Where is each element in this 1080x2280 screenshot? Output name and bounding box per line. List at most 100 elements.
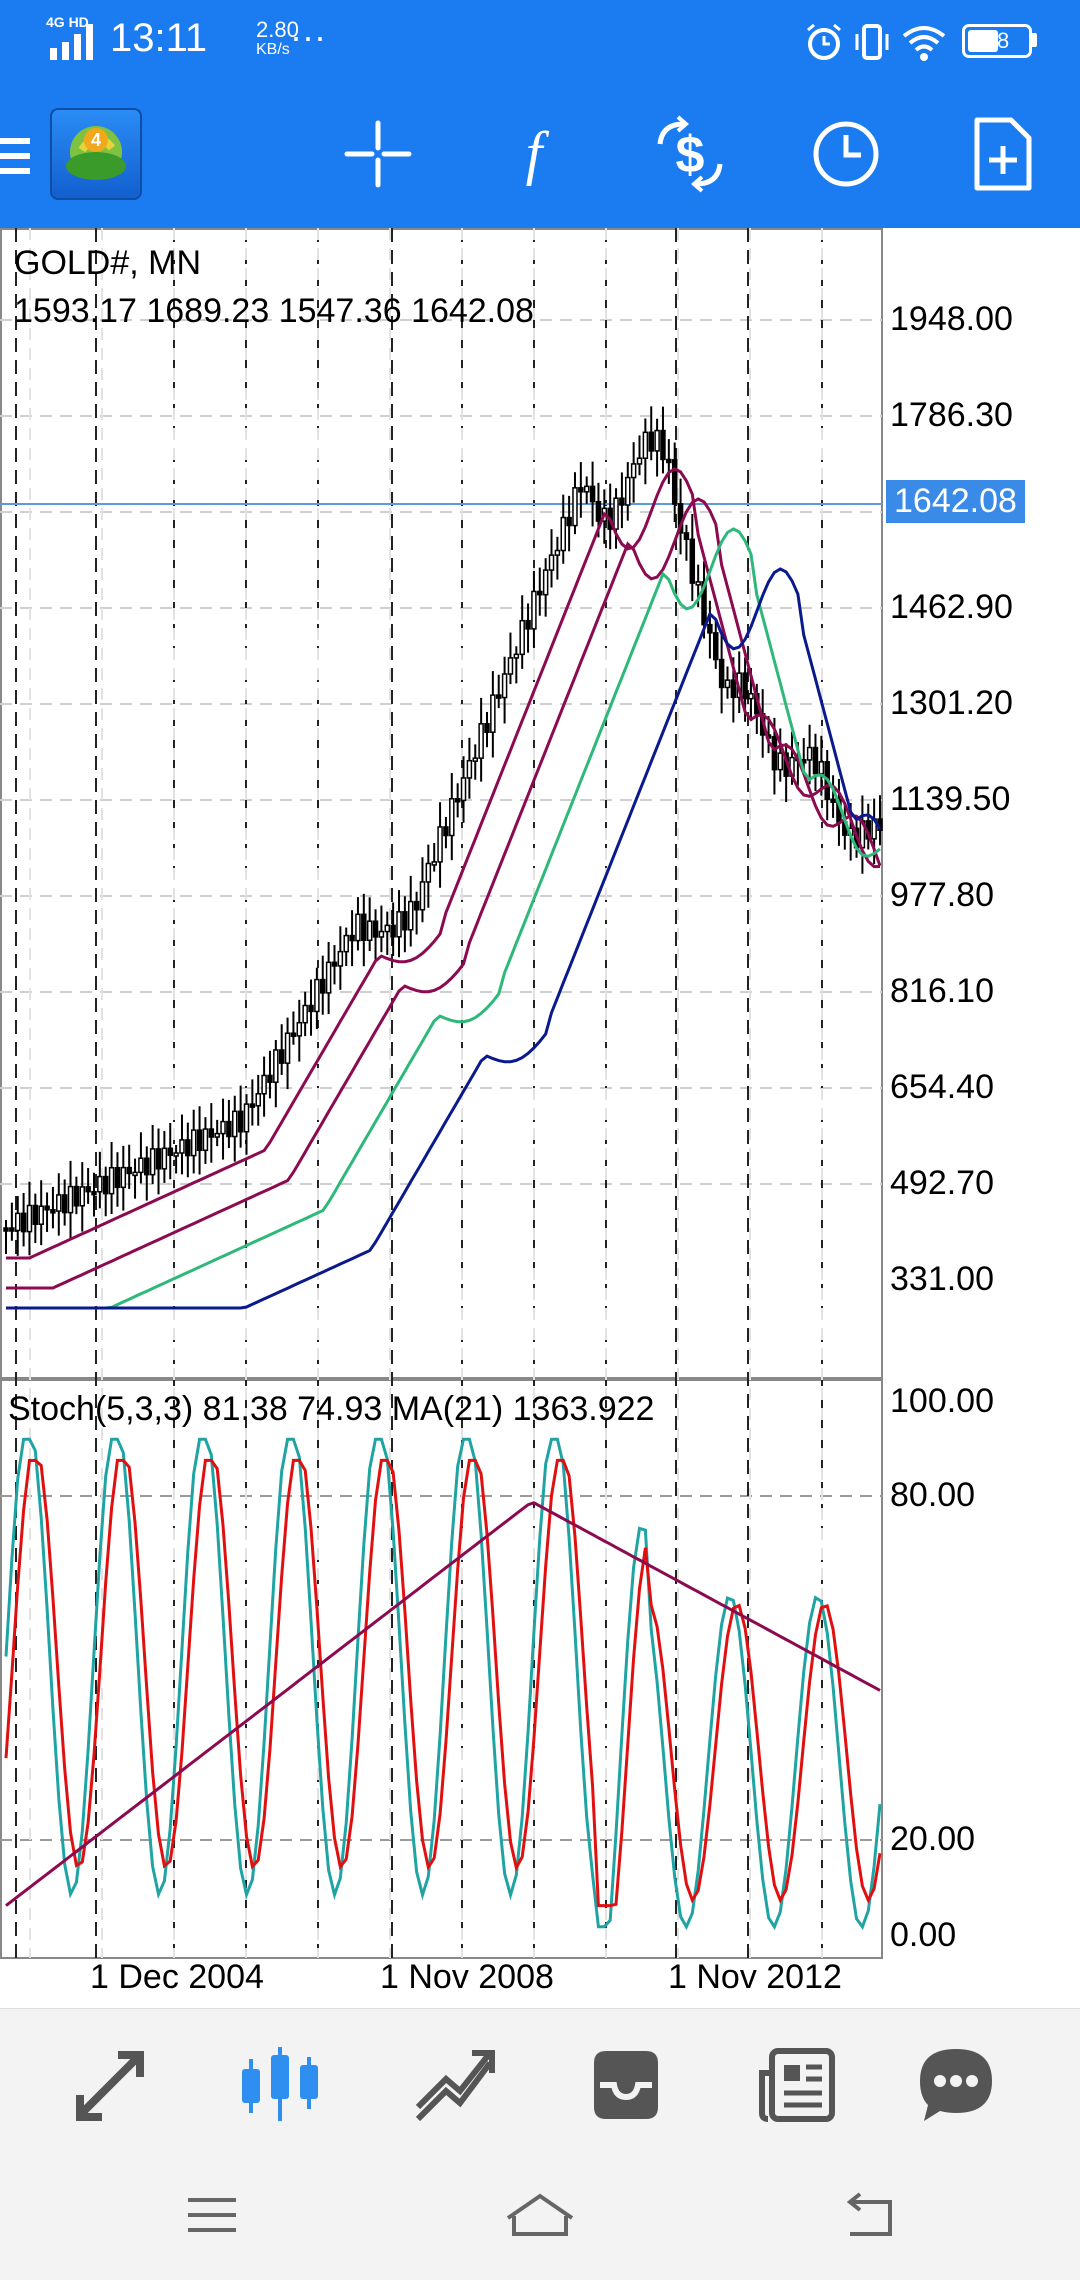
candle-body [472, 757, 479, 762]
candle-body [718, 658, 725, 689]
candle-body [583, 485, 590, 493]
price-tick: 331.00 [890, 1260, 994, 1298]
price-tick: 977.80 [890, 876, 994, 914]
home-icon[interactable] [500, 2180, 580, 2250]
candle-body [361, 913, 367, 942]
ma-fast-line [6, 467, 881, 1260]
signal-icon [50, 24, 93, 60]
chart-icon[interactable] [238, 2043, 322, 2127]
dollar-arrows-icon[interactable]: $ [644, 108, 736, 200]
hamburger-icon[interactable] [0, 138, 30, 178]
candle-body [366, 920, 373, 942]
candle-body [443, 826, 449, 837]
candle-body [407, 900, 414, 931]
candle-body [97, 1175, 103, 1193]
candle-body [777, 752, 784, 771]
candle-body [449, 798, 455, 837]
candle-body [196, 1129, 203, 1152]
price-chart[interactable] [0, 228, 1080, 2008]
candle-body [302, 1004, 308, 1024]
quotes-icon[interactable] [68, 2043, 152, 2127]
candle-body [138, 1157, 144, 1174]
candle-body [413, 900, 420, 911]
candle-body [91, 1190, 97, 1196]
candle-body [50, 1209, 56, 1214]
stoch-signal-line [4, 1458, 882, 1908]
chart-toolbar: 4 f $ [0, 80, 1080, 228]
candle-body [44, 1205, 50, 1211]
candle-body [437, 826, 443, 863]
back-icon[interactable] [830, 2180, 910, 2250]
add-document-icon[interactable] [956, 108, 1048, 200]
candle-body [202, 1128, 209, 1152]
candle-body [454, 798, 461, 803]
candle-body [249, 1103, 256, 1108]
function-icon[interactable]: f [488, 108, 580, 200]
candle-body [149, 1148, 156, 1176]
candle-body [384, 924, 391, 933]
alarm-icon [807, 23, 841, 60]
ma-mid-line [6, 527, 881, 1310]
candle-body [572, 487, 578, 527]
candle-body [273, 1049, 279, 1083]
candle-body [501, 673, 508, 699]
candle-body [32, 1204, 39, 1225]
battery-tip [1032, 33, 1037, 47]
messages-icon[interactable] [914, 2043, 998, 2127]
candle-body [61, 1194, 68, 1214]
more-notifications: ··· [290, 16, 326, 57]
candle-body [267, 1074, 273, 1083]
candle-body [343, 934, 349, 953]
candle-body [126, 1166, 132, 1175]
price-tick: 1786.30 [890, 396, 1013, 434]
candle-body [613, 497, 619, 530]
candle-body [14, 1212, 21, 1232]
candle-body [625, 476, 631, 506]
candle-body [179, 1139, 185, 1154]
candle-body [537, 590, 543, 596]
candle-body [812, 746, 819, 775]
candle-body [372, 920, 379, 938]
candle-body [226, 1120, 232, 1138]
crosshair-icon[interactable] [332, 108, 424, 200]
network-indicator: 4G HD [46, 14, 102, 62]
candle-body [20, 1212, 27, 1233]
candle-body [660, 429, 666, 461]
candle-body [519, 619, 525, 656]
time-label: 1 Dec 2004 [90, 1958, 264, 1996]
recent-apps-icon[interactable] [172, 2180, 252, 2250]
candle-body [554, 549, 561, 556]
candle-body [337, 950, 344, 967]
network-label: 4G HD [46, 14, 89, 30]
candle-body [396, 911, 402, 938]
candle-body [132, 1171, 138, 1177]
candle-body [818, 761, 825, 775]
candle-body [261, 1074, 267, 1095]
candle-body [566, 516, 572, 527]
stoch-main-line [4, 1437, 882, 1931]
speed-unit: KB/s [256, 41, 290, 58]
stoch-tick: 80.00 [890, 1476, 976, 1514]
history-icon[interactable] [584, 2043, 668, 2127]
ma-slow-line [6, 567, 882, 1310]
trade-icon[interactable] [412, 2043, 496, 2127]
candle-body [484, 723, 490, 733]
speed-indicator: 2.80 KB/s [256, 19, 299, 60]
stoch-tick: 0.00 [890, 1916, 957, 1954]
candle-body [296, 1021, 303, 1037]
metatrader-4-logo[interactable]: 4 [50, 108, 142, 200]
price-tick: 1948.00 [890, 300, 1013, 338]
candle-body [402, 911, 408, 931]
candle-body [167, 1147, 173, 1156]
stoch-tick: 100.00 [890, 1382, 994, 1420]
clock-icon[interactable] [800, 108, 892, 200]
candle-body [38, 1205, 44, 1225]
candle-body [243, 1103, 250, 1133]
candle-body [806, 746, 813, 761]
candle-body [220, 1120, 226, 1135]
candle-body [525, 619, 531, 630]
candle-body [308, 1004, 314, 1013]
news-icon[interactable] [756, 2043, 840, 2127]
svg-text:4: 4 [91, 130, 101, 150]
chart-area[interactable]: GOLD#, MN 1593.17 1689.23 1547.36 1642.0… [0, 228, 1080, 2008]
